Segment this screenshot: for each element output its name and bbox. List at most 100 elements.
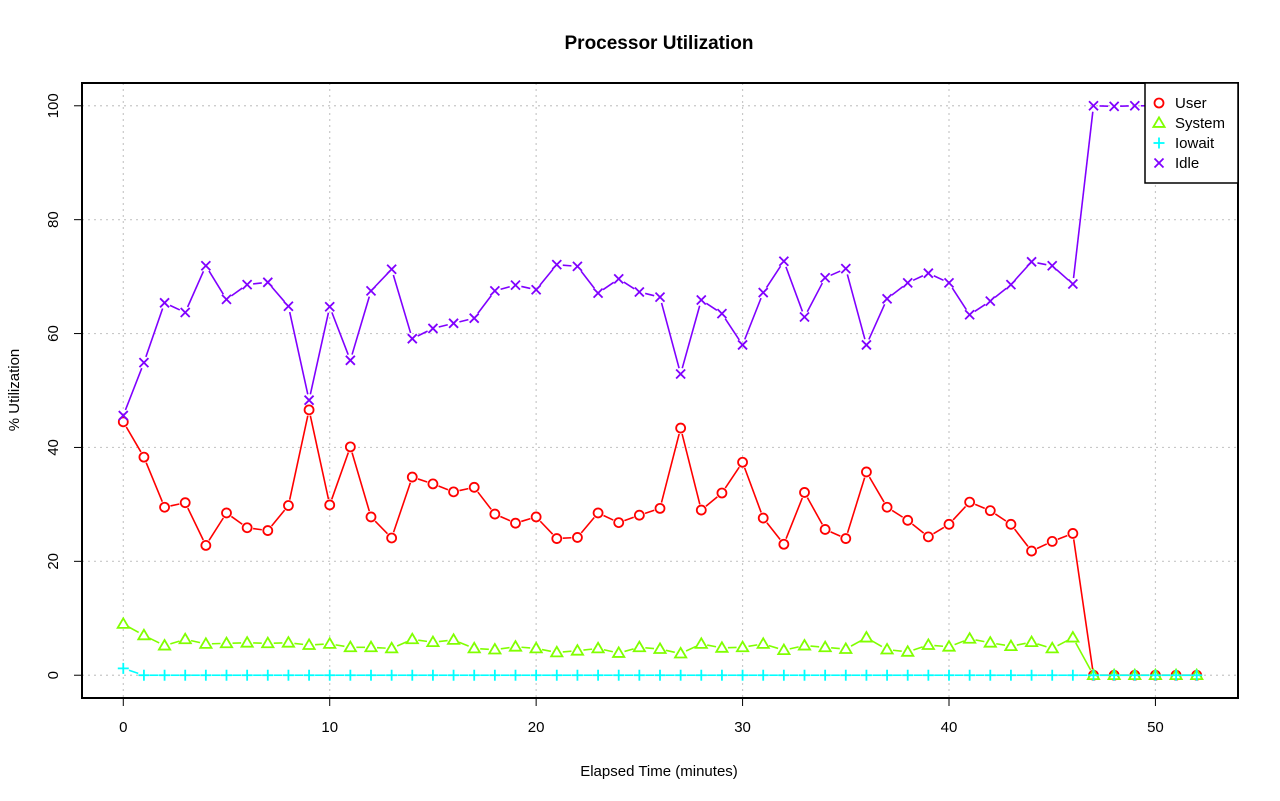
- x-tick-label: 30: [734, 719, 751, 736]
- iowait-point: [943, 669, 955, 681]
- series-line-segment: [417, 330, 428, 337]
- idle-point: [1088, 100, 1099, 111]
- iowait-point: [221, 669, 232, 681]
- system-point: [962, 631, 977, 644]
- system-point: [405, 631, 420, 645]
- user-point: [633, 509, 645, 521]
- iowait-point: [262, 669, 274, 681]
- system-point: [900, 644, 915, 657]
- series-line-segment: [170, 640, 180, 645]
- idle-point: [159, 297, 170, 308]
- system-point: [281, 635, 296, 648]
- series-line-segment: [665, 649, 675, 654]
- system-point: [921, 637, 936, 650]
- series-line-segment: [724, 318, 740, 341]
- series-line-segment: [1016, 642, 1026, 646]
- user-point: [303, 404, 315, 416]
- series-line-segment: [868, 303, 886, 340]
- series-line-segment: [912, 275, 924, 282]
- iowait-point: [922, 669, 934, 681]
- user-point: [530, 511, 542, 523]
- series-line-segment: [952, 505, 967, 521]
- idle-point: [572, 261, 583, 272]
- system-point: [322, 636, 337, 649]
- series-line-segment: [933, 526, 945, 535]
- series-line-segment: [603, 648, 614, 653]
- system-point: [673, 646, 688, 659]
- series-line-segment: [685, 645, 697, 652]
- user-point: [613, 517, 625, 529]
- series-line-segment: [271, 286, 286, 303]
- series-line-segment: [891, 509, 904, 518]
- idle-point: [138, 357, 150, 368]
- series-line-segment: [351, 296, 371, 355]
- user-point: [840, 533, 852, 544]
- y-axis-label: % Utilization: [6, 349, 23, 432]
- iowait-point: [757, 669, 769, 681]
- idle-point: [1067, 278, 1078, 290]
- series-line-segment: [230, 515, 243, 525]
- series-line-segment: [418, 639, 428, 643]
- user-point: [654, 502, 666, 514]
- series-line-segment: [1036, 543, 1048, 550]
- system-point: [487, 642, 503, 655]
- user-point: [159, 501, 170, 513]
- iowait-point: [984, 669, 996, 681]
- system-point: [219, 635, 234, 649]
- user-point: [324, 499, 336, 511]
- user-point: [468, 481, 480, 493]
- series-line-segment: [748, 644, 758, 648]
- series-line-segment: [392, 274, 412, 334]
- system-point: [116, 616, 131, 629]
- user-point: [964, 496, 976, 508]
- series-line-segment: [230, 287, 243, 297]
- series-line-segment: [871, 639, 883, 648]
- iowait-point: [510, 669, 521, 681]
- system-point: [983, 635, 998, 648]
- series-line-segment: [994, 513, 1007, 522]
- idle-point: [489, 285, 500, 296]
- legend-label-iowait: Iowait: [1175, 135, 1215, 152]
- user-point: [902, 514, 914, 526]
- user-point: [283, 500, 294, 511]
- system-point: [941, 639, 957, 652]
- series-line-segment: [624, 648, 634, 653]
- iowait-point: [179, 669, 191, 681]
- series-line-segment: [623, 281, 635, 290]
- idle-point: [840, 263, 851, 274]
- system-point: [859, 630, 874, 643]
- user-point: [819, 524, 831, 535]
- user-point: [922, 531, 934, 543]
- y-tick-label: 0: [45, 671, 62, 679]
- system-point: [384, 641, 399, 654]
- series-line-segment: [766, 522, 781, 541]
- legend-marker-system: [1151, 115, 1167, 128]
- y-tick-label: 100: [45, 93, 62, 118]
- idle-point: [448, 318, 459, 329]
- system-point: [714, 640, 730, 653]
- iowait-point: [241, 669, 253, 681]
- series-line-segment: [1072, 539, 1094, 670]
- series-line-segment: [743, 467, 762, 513]
- iowait-point: [1026, 669, 1038, 681]
- idle-point: [758, 287, 769, 298]
- series-line-segment: [438, 323, 448, 328]
- iowait-point: [324, 669, 336, 681]
- series-line-segment: [724, 466, 740, 489]
- system-point: [838, 641, 853, 654]
- series-line-segment: [374, 520, 389, 535]
- series-line-segment: [996, 642, 1006, 646]
- idle-point: [902, 277, 913, 289]
- iowait-point: [489, 669, 501, 681]
- system-point: [632, 639, 647, 653]
- idle-point: [613, 273, 624, 285]
- system-point: [446, 632, 461, 645]
- system-point: [652, 641, 668, 654]
- series-line-segment: [645, 647, 655, 650]
- user-point: [799, 487, 810, 498]
- user-point: [221, 507, 232, 519]
- idle-point: [345, 355, 356, 366]
- iowait-point: [406, 669, 418, 681]
- user-point: [737, 456, 748, 468]
- iowait-point: [1088, 669, 1099, 681]
